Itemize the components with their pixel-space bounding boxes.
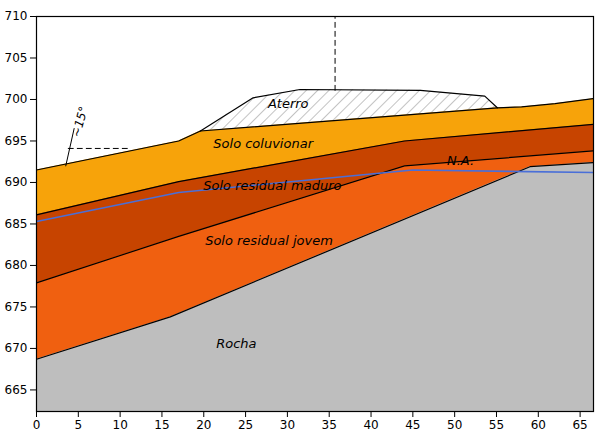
svg-text:55: 55 [489,418,504,431]
svg-text:0: 0 [33,418,41,431]
svg-text:680: 680 [5,258,28,272]
svg-text:710: 710 [5,9,28,23]
svg-text:700: 700 [5,92,28,106]
svg-text:40: 40 [363,418,378,431]
svg-text:25: 25 [238,418,253,431]
svg-text:65: 65 [572,418,587,431]
svg-text:20: 20 [196,418,211,431]
svg-text:45: 45 [405,418,420,431]
svg-text:670: 670 [5,341,28,355]
svg-text:Solo residual maduro: Solo residual maduro [203,178,341,193]
svg-text:695: 695 [5,134,28,148]
svg-text:50: 50 [447,418,462,431]
svg-text:675: 675 [5,300,28,314]
svg-text:15: 15 [154,418,169,431]
svg-text:Solo coluvionar: Solo coluvionar [213,136,314,151]
svg-text:35: 35 [322,418,337,431]
svg-text:30: 30 [280,418,295,431]
svg-text:705: 705 [5,51,28,65]
svg-text:N.A.: N.A. [447,153,474,168]
svg-text:10: 10 [112,418,127,431]
svg-text:690: 690 [5,175,28,189]
svg-text:~15°: ~15° [69,105,91,139]
svg-text:5: 5 [74,418,82,431]
svg-text:Aterro: Aterro [267,96,309,111]
svg-text:685: 685 [5,217,28,231]
svg-text:Solo residual jovem: Solo residual jovem [205,233,333,248]
svg-text:60: 60 [531,418,546,431]
svg-text:Rocha: Rocha [216,336,256,351]
svg-text:665: 665 [5,383,28,397]
